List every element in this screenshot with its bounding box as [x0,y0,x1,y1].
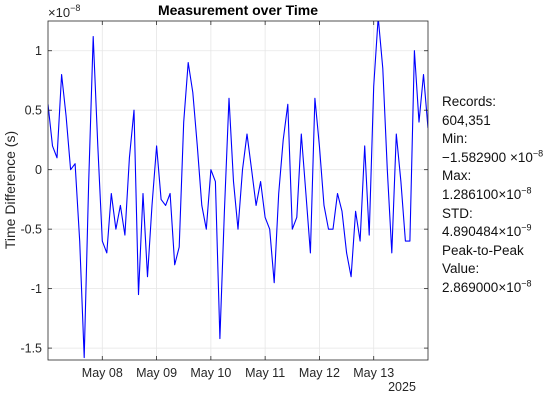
x-tick-label: May 08 [82,366,123,380]
series-line [48,21,428,359]
min-value: −1.582900 ×10−8 [442,148,544,165]
chart-title: Measurement over Time [158,2,318,18]
x-tick-label: May 10 [190,366,231,380]
records-value: 604,351 [442,112,491,128]
svg-text:×10−8: ×10−8 [48,3,80,20]
x-tick-label: May 11 [245,366,285,380]
p2p-label-line1: Peak-to-Peak [442,242,524,258]
min-label: Min: [442,131,468,147]
std-label: STD: [442,205,473,221]
p2p-label-line2: Value: [442,261,480,277]
y-exponent-label: ×10−8 [48,3,80,20]
axis-ticks: 1 0.5 0 -0.5 -1 -1.5 May 08 May 09 May 10 May 11 M… [20,21,428,380]
p2p-value: 2.869000×10−8 [442,278,532,295]
y-tick-label: -1 [31,282,42,296]
grid-lines [48,21,428,360]
y-tick-label: -1.5 [20,342,42,356]
plot-area [48,21,428,359]
axes-box [47,20,429,361]
y-tick-label: 1 [35,44,42,58]
max-value: 1.286100×10−8 [442,185,532,202]
x-year-label: 2025 [388,380,416,394]
x-tick-label: May 12 [299,366,340,380]
std-value: 4.890484×10−9 [442,222,532,240]
y-axis-label: Time Difference (s) [2,131,18,249]
y-tick-label: 0 [35,163,42,177]
stats-panel: Records: 604,351 Min: −1.582900 ×10−8 Ma… [442,93,548,298]
x-tick-label: May 09 [136,366,177,380]
x-tick-label: May 13 [353,366,394,380]
records-label: Records: [442,94,497,109]
max-label: Max: [442,168,472,184]
y-tick-label: 0.5 [25,104,42,118]
y-tick-label: -0.5 [20,223,42,237]
